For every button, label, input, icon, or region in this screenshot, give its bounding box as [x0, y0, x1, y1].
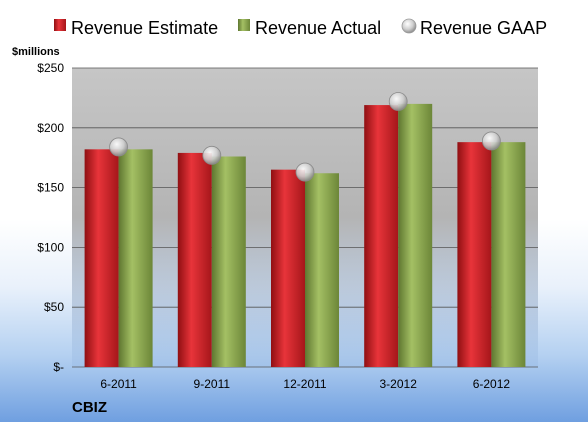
x-category-label: 6-2011 — [100, 377, 137, 391]
legend-swatch-revenue-actual — [238, 19, 250, 31]
bar-revenue-estimate — [271, 169, 305, 367]
bars — [84, 103, 526, 368]
bar-revenue-estimate — [364, 105, 399, 368]
marker-revenue-gaap — [481, 131, 501, 151]
bar-revenue-estimate — [177, 152, 212, 367]
bar-revenue-actual — [211, 156, 246, 367]
legend: Revenue Estimate Revenue Actual Revenue … — [54, 18, 547, 38]
bar-revenue-estimate — [457, 142, 492, 367]
legend-label-revenue-actual: Revenue Actual — [255, 18, 381, 38]
legend-swatch-revenue-estimate — [54, 19, 66, 31]
bar-revenue-actual — [398, 103, 433, 367]
bar-revenue-estimate — [84, 149, 119, 367]
legend-marker-revenue-gaap — [401, 18, 417, 34]
y-axis-unit-label: $millions — [12, 46, 60, 58]
y-tick-label: $50 — [44, 300, 64, 314]
bar-revenue-actual — [491, 142, 526, 367]
y-tick-label: $100 — [37, 240, 64, 254]
y-tick-label: $150 — [37, 181, 64, 195]
x-category-label: 3-2012 — [380, 377, 418, 391]
x-category-label: 9-2011 — [194, 377, 231, 391]
legend-label-revenue-gaap: Revenue GAAP — [420, 18, 547, 38]
legend-label-revenue-estimate: Revenue Estimate — [71, 18, 218, 38]
y-tick-label: $200 — [37, 121, 64, 135]
x-category-label: 6-2012 — [473, 377, 511, 391]
x-axis-labels: 6-2011 9-2011 12-2011 3-2012 6-2012 — [100, 377, 510, 391]
y-tick-label: $250 — [37, 61, 64, 75]
y-tick-label: $- — [53, 360, 64, 374]
marker-revenue-gaap — [388, 92, 408, 111]
marker-revenue-gaap — [202, 145, 222, 165]
bar-revenue-actual — [305, 173, 339, 367]
marker-revenue-gaap — [109, 137, 128, 157]
x-category-label: 12-2011 — [283, 377, 326, 391]
bar-revenue-actual — [118, 149, 153, 367]
company-label: CBIZ — [72, 399, 107, 416]
y-axis-ticks: $- $50 $100 $150 $200 $250 — [37, 61, 64, 374]
gaap-markers — [109, 92, 501, 182]
marker-revenue-gaap — [295, 162, 315, 182]
